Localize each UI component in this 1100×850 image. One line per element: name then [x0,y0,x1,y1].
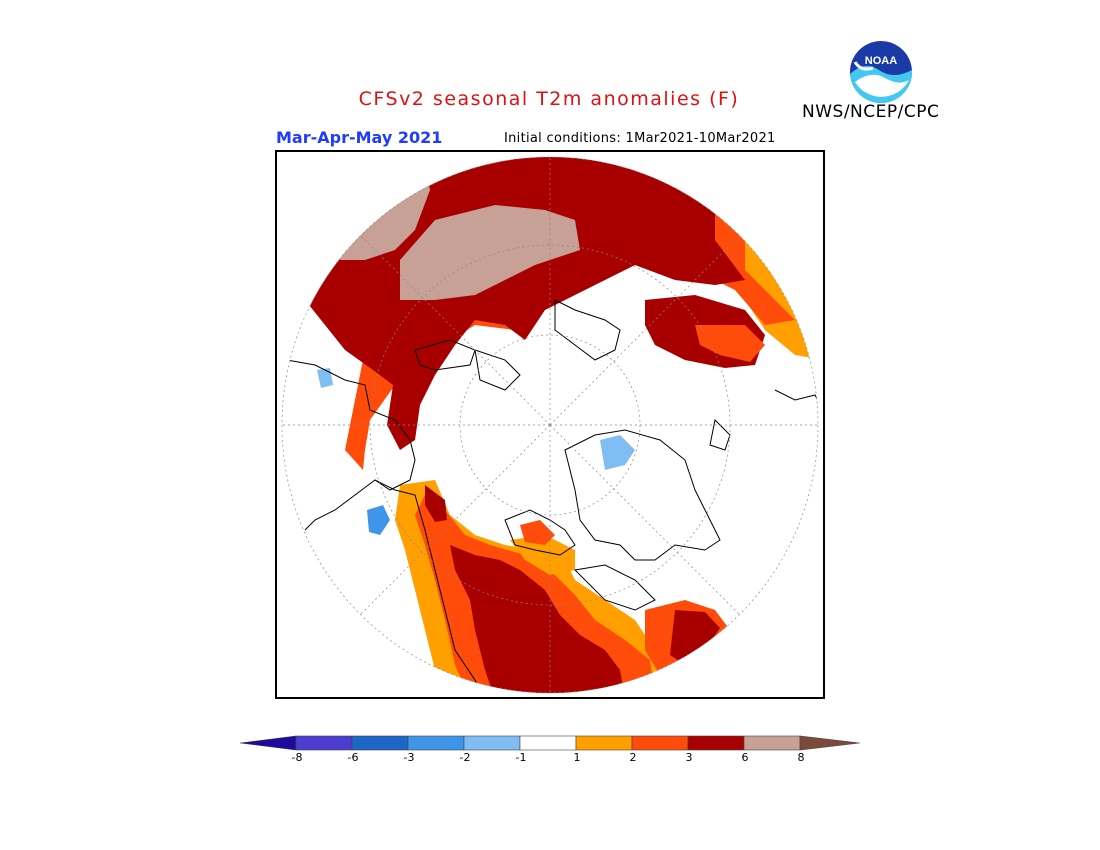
namerica-anomaly-above-3 [450,545,625,693]
colorbar-swatch-max [799,735,861,751]
colorbar-swatch [631,735,689,751]
colorbar-tick: 3 [685,751,693,764]
colorbar-swatch-min [239,735,297,751]
colorbar-tick: -6 [347,751,359,764]
colorbar [239,735,861,751]
colorbar-tick: 6 [741,751,749,764]
colorbar-tick: -8 [291,751,303,764]
greenland-anomaly-above-3 [670,610,720,665]
colorbar-tick: 1 [573,751,581,764]
colorbar-swatch [463,735,521,751]
globe-edge [281,156,819,694]
colorbar-tick: -3 [403,751,415,764]
europe-anomaly-above-2 [695,325,765,362]
namerica-anomaly-west-3 [425,485,447,522]
colorbar-swatch [743,735,801,751]
map-border [275,150,825,699]
colorbar-swatch [351,735,409,751]
graticule [282,157,818,693]
asia-anomaly-above-6 [400,205,580,300]
forecast-period: Mar-Apr-May 2021 [276,128,443,147]
colorbar-tick: -1 [515,751,527,764]
colorbar-swatch [687,735,745,751]
colorbar-swatch [407,735,465,751]
colorbar-tick: -2 [459,751,471,764]
colorbar-tick: 8 [797,751,805,764]
chart-title: CFSv2 seasonal T2m anomalies (F) [358,88,740,110]
noaa-logo-text: NOAA [865,55,897,67]
polar-map [275,150,825,699]
colorbar-swatch [295,735,353,751]
noaa-logo: NOAA [850,41,913,104]
siberia-anomaly-below-1 [317,368,333,388]
colorbar-swatch [519,735,577,751]
colorbar-swatch [575,735,633,751]
coastlines [286,299,818,693]
arctic-islands-anomaly-above-2 [520,520,555,545]
colorbar-tick: 2 [629,751,637,764]
agency-label: NWS/NCEP/CPC [802,102,940,122]
alaska-anomaly-below-2 [367,505,390,535]
arctic-islands-anomaly-above-1 [510,535,575,575]
initial-conditions: Initial conditions: 1Mar2021-10Mar2021 [504,131,776,146]
greenland-anomaly-below-1 [600,435,635,470]
